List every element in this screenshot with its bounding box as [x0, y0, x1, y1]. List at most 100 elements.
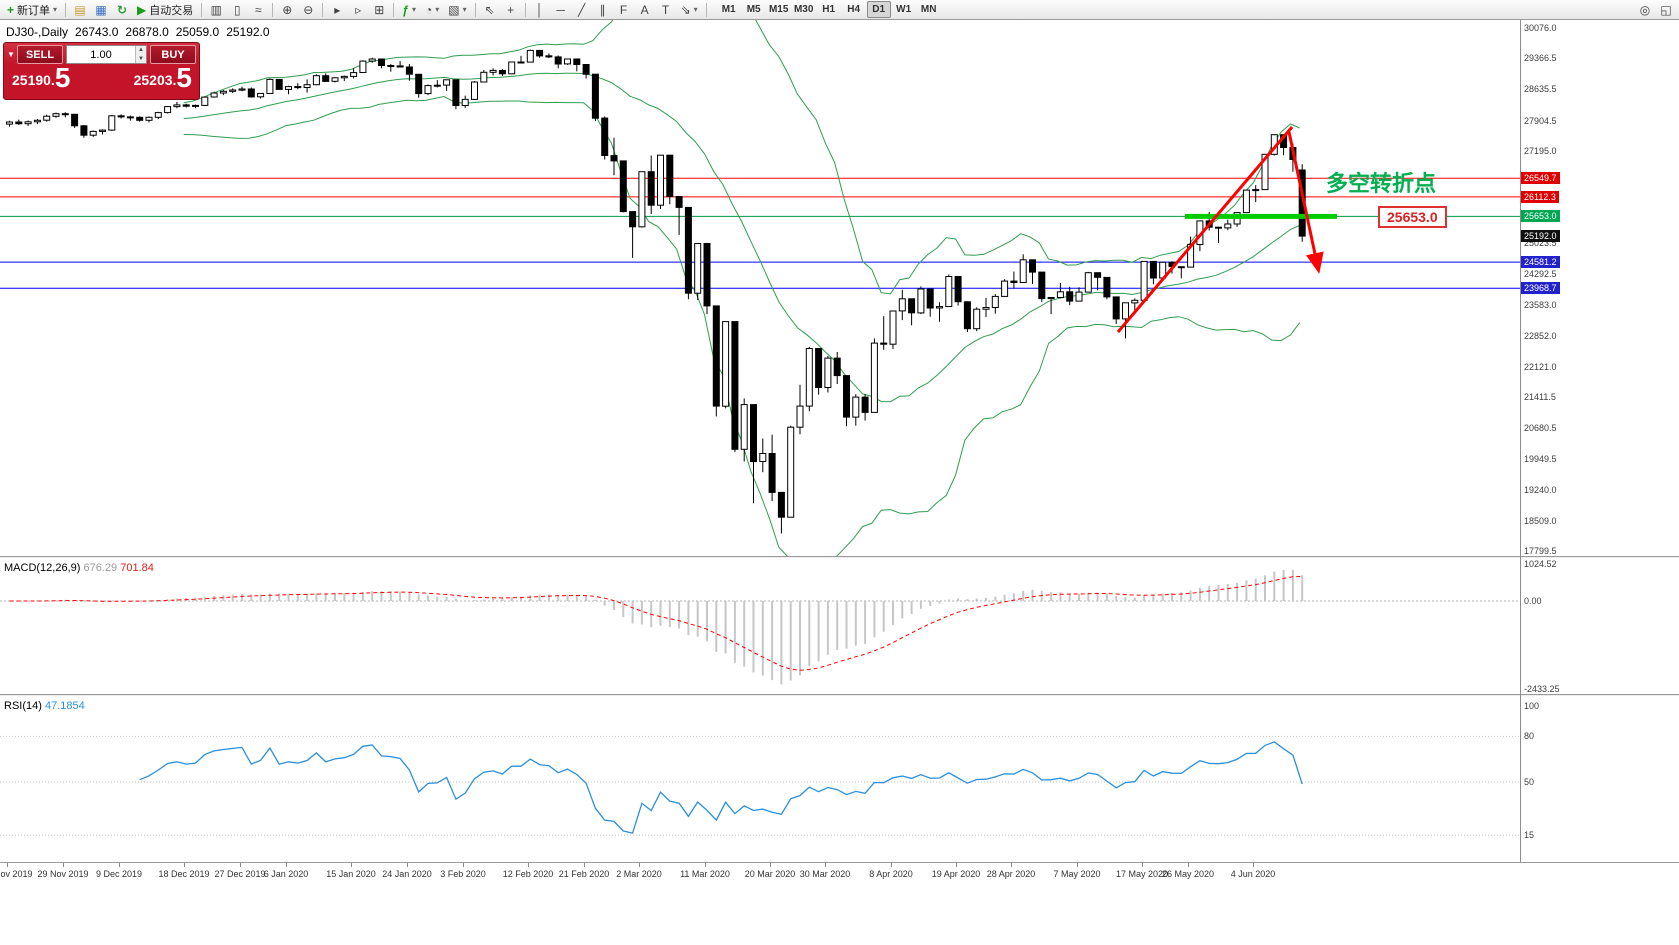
- fibonacci-button[interactable]: F: [614, 1, 634, 19]
- data-window-button[interactable]: ▦: [91, 1, 111, 19]
- price-axis-label: 30076.0: [1524, 23, 1557, 33]
- trend-arrow-down[interactable]: [1287, 131, 1324, 274]
- refresh-button[interactable]: ↻: [112, 1, 132, 19]
- auto-trading-button[interactable]: ▶ 自动交易: [133, 1, 197, 19]
- timeframe-d1[interactable]: D1: [866, 1, 891, 18]
- sell-price-main: 25190.: [12, 72, 55, 88]
- date-label: 20 Mar 2020: [744, 869, 796, 879]
- time-axis-tick: [407, 863, 408, 867]
- macd-pane-separator[interactable]: [0, 556, 1679, 559]
- search-button[interactable]: ◎: [1639, 2, 1651, 17]
- candles[interactable]: [6, 49, 1306, 534]
- time-axis-tick: [528, 863, 529, 867]
- volume-input[interactable]: 1.00 ▲ ▼: [66, 45, 147, 64]
- auto-scroll-button[interactable]: ▸: [327, 1, 347, 19]
- date-label: 8 Apr 2020: [869, 869, 913, 879]
- bar-chart-button[interactable]: ▥: [206, 1, 226, 19]
- volume-up-icon[interactable]: ▲: [136, 46, 146, 55]
- time-axis-tick: [119, 863, 120, 867]
- text-button[interactable]: A: [635, 1, 655, 19]
- candlestick-chart-button[interactable]: ▯: [227, 1, 247, 19]
- macd-label: MACD(12,26,9) 676.29 701.84: [4, 562, 154, 574]
- crosshair-button[interactable]: +: [501, 1, 521, 19]
- templates-button[interactable]: ▧ ▾: [444, 1, 470, 19]
- buy-button[interactable]: BUY: [150, 45, 196, 64]
- zoom-out-icon: ⊖: [303, 2, 314, 17]
- rsi-label: RSI(14) 47.1854: [4, 700, 85, 712]
- macd-axis-label: -2433.25: [1524, 684, 1560, 694]
- vertical-line-button[interactable]: │: [530, 1, 550, 19]
- templates-icon: ▧: [448, 2, 460, 17]
- new-order-button[interactable]: + 新订单 ▾: [3, 1, 61, 19]
- vertical-line-icon: │: [535, 2, 544, 17]
- date-label: 19 Apr 2020: [931, 869, 981, 879]
- open-value: 26743.0: [75, 25, 119, 39]
- dropdown-arrow-icon: ▾: [411, 5, 416, 14]
- dropdown-arrow-icon: ▾: [435, 5, 440, 14]
- zoom-out-button[interactable]: ⊖: [298, 1, 318, 19]
- trend-arrow-up[interactable]: [1116, 126, 1294, 333]
- time-axis-tick: [184, 863, 185, 867]
- main-chart-svg[interactable]: [0, 20, 1520, 556]
- cursor-button[interactable]: ⇖: [480, 1, 500, 19]
- volume-stepper[interactable]: ▲ ▼: [135, 46, 146, 63]
- rsi-axis-label: 15: [1524, 830, 1535, 840]
- line-chart-icon: ≈: [254, 2, 262, 17]
- toolbar-separator: [272, 2, 274, 17]
- date-label: 28 Apr 2020: [986, 869, 1036, 879]
- chart-shift-button[interactable]: ▹: [348, 1, 368, 19]
- price-line-label: 25653.0: [1521, 210, 1560, 222]
- grid-icon: ⊞: [374, 2, 385, 17]
- profiles-button[interactable]: ▤: [70, 1, 90, 19]
- grid-button[interactable]: ⊞: [369, 1, 389, 19]
- profiles-icon: ▤: [74, 2, 86, 17]
- time-axis[interactable]: 20 Nov 2019 29 Nov 2019 9 Dec 2019 18 Dec 2…: [0, 862, 1679, 886]
- time-axis-tick: [705, 863, 706, 867]
- symbol-period-label: DJ30-,Daily: [6, 25, 69, 39]
- panel-collapse-icon[interactable]: ▼: [7, 50, 15, 59]
- time-axis-tick: [1077, 863, 1078, 867]
- price-line-label: 26549.7: [1521, 172, 1560, 184]
- turning-point-annotation[interactable]: 多空转折点: [1326, 171, 1437, 196]
- text-label-button[interactable]: T: [656, 1, 676, 19]
- timeframe-m30[interactable]: M30: [793, 4, 814, 15]
- time-axis-tick: [351, 863, 352, 867]
- arrows-icon: ⇘: [680, 2, 691, 17]
- timeframe-h1[interactable]: H1: [822, 4, 836, 15]
- sell-button[interactable]: SELL: [17, 45, 63, 64]
- timeframe-m1[interactable]: M1: [721, 4, 736, 15]
- window-layout-button[interactable]: ◱: [1660, 2, 1672, 17]
- macd-signal-value: 701.84: [120, 562, 154, 574]
- horizontal-lines[interactable]: [0, 177, 1520, 289]
- periods-button[interactable]: ◔ ▾: [421, 1, 443, 19]
- horizontal-line-button[interactable]: ─: [551, 1, 571, 19]
- channel-button[interactable]: ∥: [593, 1, 613, 19]
- price-callout-label[interactable]: 25653.0: [1378, 206, 1447, 228]
- line-chart-button[interactable]: ≈: [248, 1, 268, 19]
- macd-pane-svg[interactable]: [0, 559, 1520, 694]
- price-axis-label: 27904.5: [1524, 116, 1557, 126]
- date-label: 24 Jan 2020: [382, 869, 432, 879]
- high-value: 26878.0: [125, 25, 169, 39]
- date-label: 29 Nov 2019: [37, 869, 89, 879]
- rsi-pane-separator[interactable]: [0, 694, 1679, 697]
- arrows-button[interactable]: ⇘ ▾: [677, 1, 702, 19]
- indicators-button[interactable]: ƒ ▾: [398, 1, 420, 19]
- price-axis-label: 19949.5: [1524, 454, 1557, 464]
- zoom-in-button[interactable]: ⊕: [277, 1, 297, 19]
- timeframe-w1[interactable]: W1: [896, 4, 912, 15]
- timeframe-m15[interactable]: M15: [768, 4, 789, 15]
- timeframe-mn[interactable]: MN: [920, 4, 937, 15]
- date-label: 27 Dec 2019: [214, 869, 266, 879]
- trendline-button[interactable]: ╱: [572, 1, 592, 19]
- volume-value: 1.00: [90, 48, 112, 61]
- buy-price: 25203. 5: [134, 64, 192, 92]
- volume-down-icon[interactable]: ▼: [136, 54, 146, 63]
- close-value: 25192.0: [226, 25, 270, 39]
- date-label: 20 Nov 2019: [0, 869, 33, 879]
- timeframe-m5[interactable]: M5: [746, 4, 761, 15]
- toolbar-separator: [201, 2, 203, 17]
- timeframe-h4[interactable]: H4: [847, 4, 861, 15]
- channel-icon: ∥: [599, 2, 606, 17]
- rsi-pane-svg[interactable]: [0, 697, 1520, 862]
